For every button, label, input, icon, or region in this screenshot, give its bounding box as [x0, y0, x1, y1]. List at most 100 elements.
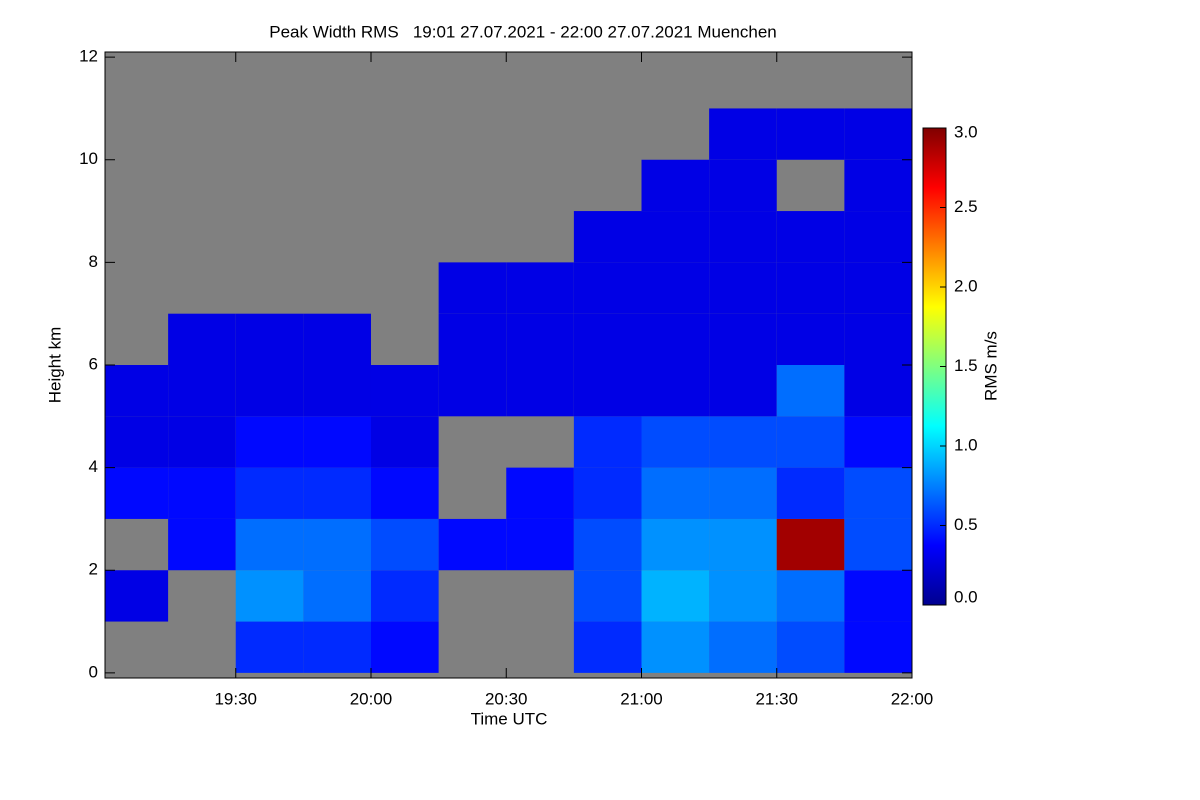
heatmap-cell [709, 262, 777, 314]
heatmap-cell [235, 518, 304, 571]
heatmap-cell [844, 621, 912, 673]
heatmap-cell [506, 365, 574, 417]
heatmap-cell [844, 416, 912, 468]
heatmap-cell [573, 621, 642, 673]
heatmap-cell [573, 518, 642, 571]
y-tick-label: 10 [79, 149, 98, 168]
heatmap-cell [709, 621, 777, 673]
heatmap-cell [844, 570, 912, 622]
y-tick-label: 4 [89, 457, 98, 476]
heatmap-cell [573, 467, 642, 519]
heatmap-cell [709, 108, 777, 160]
heatmap-cell [168, 313, 236, 365]
heatmap-cell [641, 416, 710, 468]
heatmap-cell [370, 416, 439, 468]
heatmap-cell [573, 313, 642, 365]
heatmap-cell [370, 365, 439, 417]
heatmap-cell [709, 570, 777, 622]
heatmap-cell [844, 159, 912, 212]
x-tick-label: 19:30 [214, 689, 257, 708]
heatmap-cell [641, 518, 710, 571]
colorbar-tick-label: 1.5 [954, 356, 978, 375]
x-tick-label: 21:00 [620, 689, 663, 708]
heatmap-cell [776, 262, 845, 314]
heatmap-cell [776, 570, 845, 622]
heatmap-cell [844, 313, 912, 365]
heatmap-cell [438, 313, 507, 365]
heatmap-cell [776, 108, 845, 160]
heatmap-cell [844, 262, 912, 314]
heatmap-cell [168, 518, 236, 571]
x-axis-label: Time UTC [471, 709, 548, 728]
heatmap-cell [303, 365, 371, 417]
heatmap-cell [235, 467, 304, 519]
colorbar-tick-label: 2.5 [954, 197, 978, 216]
heatmap-cell [709, 211, 777, 263]
heatmap-cell [235, 570, 304, 622]
heatmap-cell [641, 621, 710, 673]
heatmap-cell [776, 365, 845, 417]
heatmap-cell [776, 313, 845, 365]
heatmap-cell [641, 159, 710, 212]
heatmap-cell [438, 262, 507, 314]
heatmap-cell [168, 416, 236, 468]
heatmap-cell [303, 518, 371, 571]
heatmap-cell [506, 313, 574, 365]
x-tick-label: 21:30 [755, 689, 798, 708]
y-tick-label: 8 [89, 252, 98, 271]
heatmap-cell [641, 262, 710, 314]
heatmap-cell [573, 211, 642, 263]
y-tick-label: 2 [89, 560, 98, 579]
colorbar-tick-label: 3.0 [954, 122, 978, 141]
y-tick-label: 12 [79, 47, 98, 66]
heatmap-cell [573, 416, 642, 468]
heatmap-cell [641, 211, 710, 263]
heatmap-cell [776, 467, 845, 519]
heatmap-cell [573, 570, 642, 622]
y-tick-label: 0 [89, 662, 98, 681]
heatmap-cell [641, 313, 710, 365]
heatmap-cell [168, 467, 236, 519]
heatmap-cell [438, 518, 507, 571]
heatmap-cell [709, 159, 777, 212]
heatmap-cell [235, 313, 304, 365]
colorbar-tick-label: 0.5 [954, 515, 978, 534]
heatmap-cell [105, 365, 169, 417]
x-tick-label: 22:00 [891, 689, 934, 708]
chart-title: Peak Width RMS 19:01 27.07.2021 - 22:00 … [269, 22, 777, 41]
y-axis-label: Height km [45, 327, 64, 404]
heatmap-cell [573, 262, 642, 314]
heatmap-cell [105, 570, 169, 622]
heatmap-cell [370, 621, 439, 673]
heatmap-cell [506, 518, 574, 571]
heatmap-cell [506, 467, 574, 519]
colorbar-label: RMS m/s [981, 331, 1000, 401]
heatmap-cell [235, 621, 304, 673]
heatmap-cell [844, 211, 912, 263]
heatmap-cell [709, 313, 777, 365]
plot-area [104, 51, 913, 679]
heatmap-cell [776, 621, 845, 673]
heatmap-cell [844, 518, 912, 571]
heatmap-cell [776, 518, 845, 571]
heatmap-cell [844, 365, 912, 417]
heatmap-cell [370, 570, 439, 622]
heatmap-cell [709, 416, 777, 468]
heatmap-cell [303, 570, 371, 622]
heatmap-cell [105, 467, 169, 519]
heatmap-cell [709, 518, 777, 571]
heatmap-cell [370, 518, 439, 571]
colorbar-tick-label: 0.0 [954, 587, 978, 606]
heatmap-cell [438, 365, 507, 417]
colorbar-tick-label: 2.0 [954, 276, 978, 295]
heatmap-cell [844, 467, 912, 519]
x-tick-label: 20:30 [485, 689, 528, 708]
heatmap-cell [776, 416, 845, 468]
colorbar-tick-label: 1.0 [954, 435, 978, 454]
heatmap-cell [168, 365, 236, 417]
heatmap-cell [303, 467, 371, 519]
heatmap-cell [235, 416, 304, 468]
heatmap-cell [776, 211, 845, 263]
heatmap-cell [709, 365, 777, 417]
